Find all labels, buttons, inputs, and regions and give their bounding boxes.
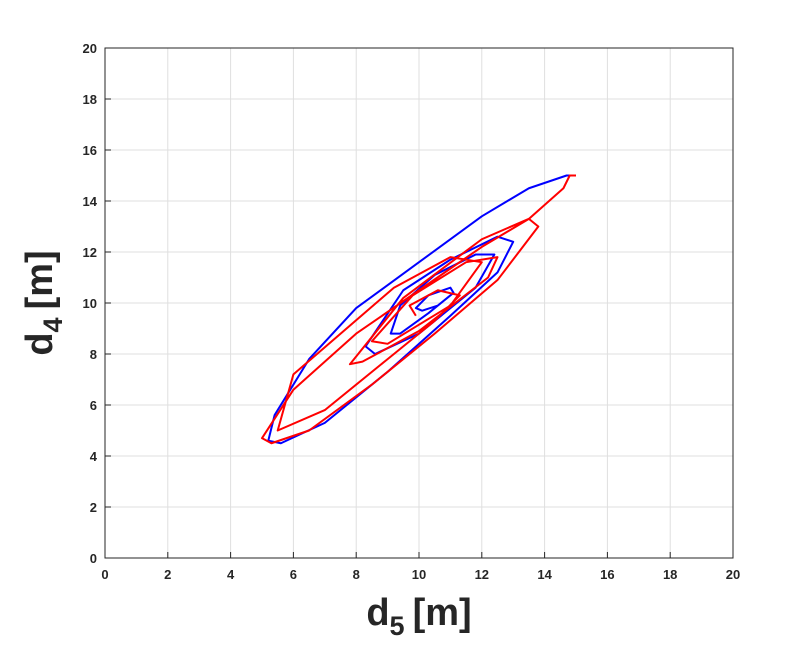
y-tick-label: 12 xyxy=(83,245,97,260)
y-label-sub: 4 xyxy=(38,317,68,332)
y-label-unit: [m] xyxy=(19,250,61,309)
y-tick-label: 8 xyxy=(90,347,97,362)
x-label-unit: [m] xyxy=(413,592,472,634)
x-axis-label: d5 [m] xyxy=(366,592,471,641)
x-tick-label: 0 xyxy=(101,567,108,582)
trajectory xyxy=(267,174,573,445)
x-label-sub: 5 xyxy=(390,611,405,641)
axes-box xyxy=(104,47,734,559)
trajectory xyxy=(261,174,576,445)
y-tick-label: 2 xyxy=(90,500,97,515)
x-tick-label: 16 xyxy=(600,567,614,582)
x-tick-label: 10 xyxy=(412,567,426,582)
y-tick-label: 6 xyxy=(90,398,97,413)
x-tick-label: 12 xyxy=(475,567,489,582)
x-label-base: d xyxy=(366,592,389,634)
x-tick-label: 8 xyxy=(353,567,360,582)
x-tick-label: 2 xyxy=(164,567,171,582)
x-tick-label: 6 xyxy=(290,567,297,582)
y-tick-label: 0 xyxy=(90,551,97,566)
y-tick-label: 20 xyxy=(83,41,97,56)
y-label-base: d xyxy=(19,332,61,355)
y-axis-label: d4 [m] xyxy=(19,250,68,355)
y-tick-label: 14 xyxy=(83,194,98,209)
y-tick-label: 4 xyxy=(90,449,98,464)
x-tick-label: 20 xyxy=(726,567,740,582)
y-tick-label: 18 xyxy=(83,92,97,107)
x-tick-label: 4 xyxy=(227,567,235,582)
y-tick-label: 10 xyxy=(83,296,97,311)
x-tick-label: 14 xyxy=(537,567,552,582)
y-tick-label: 16 xyxy=(83,143,97,158)
x-tick-label: 18 xyxy=(663,567,677,582)
